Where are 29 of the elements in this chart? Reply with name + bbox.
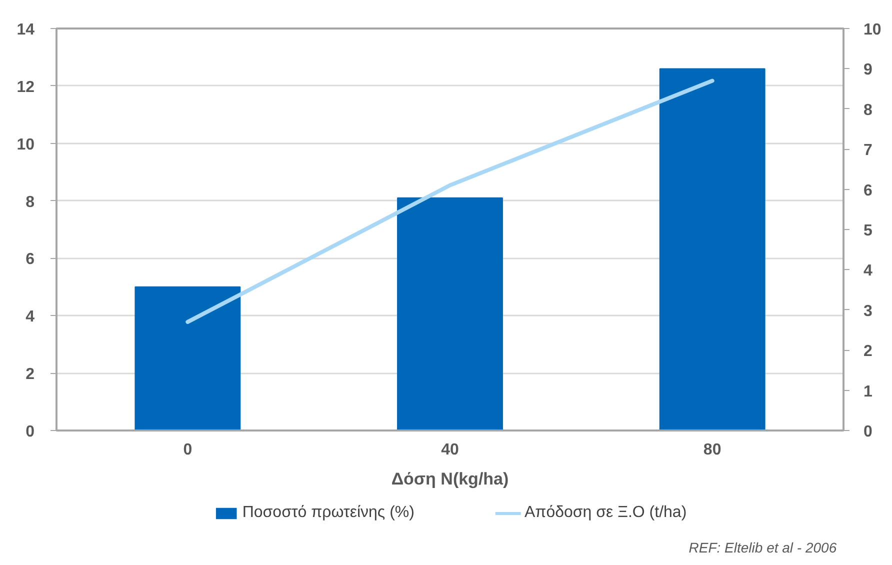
y-tick-label: 2 <box>26 366 35 384</box>
y2-tick-label: 4 <box>864 262 872 280</box>
y2-tick-label: 10 <box>864 22 882 38</box>
y2-tick-label: 5 <box>864 222 872 240</box>
y2-tick-label: 7 <box>864 142 872 160</box>
y2-tick-label: 2 <box>864 343 872 360</box>
y2-tick-label: 8 <box>864 102 872 119</box>
bar <box>659 68 766 430</box>
y-tick-label: 12 <box>16 78 35 96</box>
y2-tick-label: 6 <box>864 182 872 200</box>
text: REF: Eltelib et al - 2006 <box>688 540 837 556</box>
y-tick-label: 4 <box>26 308 35 326</box>
legend-label: Ποσοστό πρωτείνης (%) <box>242 504 414 522</box>
y-tick-label: 10 <box>16 136 35 154</box>
y2-tick-label: 1 <box>864 383 872 400</box>
legend-label: Απόδοση σε Ξ.Ο (t/ha) <box>524 504 687 522</box>
y2-tick-label: 0 <box>864 424 872 440</box>
bar <box>397 197 503 430</box>
y-tick-label: 14 <box>16 22 35 38</box>
y2-tick-label: 9 <box>864 62 872 79</box>
x-tick-label: 80 <box>703 442 722 458</box>
y-tick-label: 0 <box>26 424 35 440</box>
bar <box>134 286 241 430</box>
x-tick-label: 40 <box>441 442 459 458</box>
y2-tick-label: 3 <box>864 302 872 320</box>
x-tick-label: 0 <box>183 442 192 458</box>
y-tick-label: 8 <box>26 194 35 211</box>
y-tick-label: 6 <box>26 251 35 268</box>
x-axis-title: Δόση N(kg/ha) <box>391 470 509 488</box>
